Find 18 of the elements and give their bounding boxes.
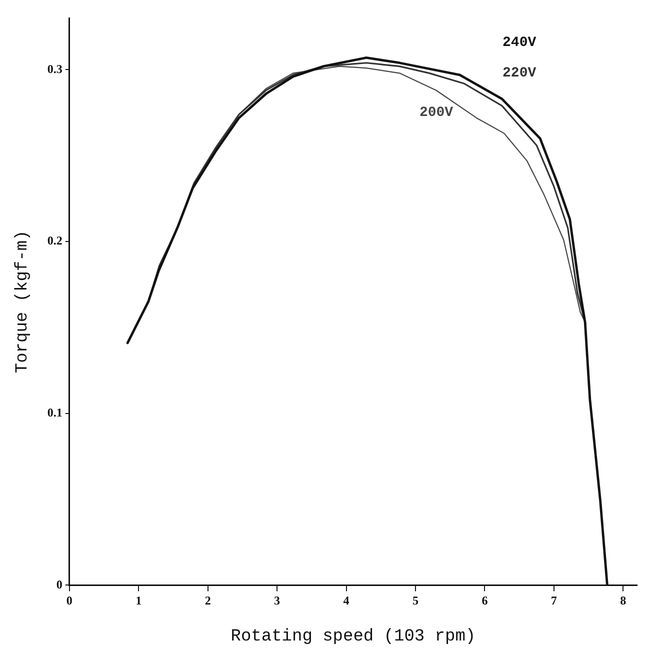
text: 240V <box>502 34 537 51</box>
x-tick-label: 1 <box>136 593 142 608</box>
x-axis-title: Rotating speed (103 rpm) <box>230 627 476 646</box>
x-tick-label: 4 <box>343 593 350 608</box>
x-tick-label: 6 <box>482 593 488 608</box>
y-tick-label: 0.3 <box>47 62 62 76</box>
x-tick-label: 2 <box>204 593 211 608</box>
x-tick-label: 0 <box>66 593 72 608</box>
x-tick-label: 3 <box>274 593 280 608</box>
series-label: 220V <box>502 66 537 82</box>
x-tick-label: 8 <box>620 593 626 608</box>
y-tick-label: 0.2 <box>47 234 62 248</box>
x-tick-label: 7 <box>550 593 557 608</box>
y-axis-title: Torque (kgf-m) <box>14 230 33 374</box>
y-tick-label: 0 <box>56 577 62 592</box>
x-tick-label: 5 <box>412 593 418 608</box>
series-label: 200V <box>419 105 454 122</box>
y-tick-label: 0.1 <box>47 405 62 420</box>
